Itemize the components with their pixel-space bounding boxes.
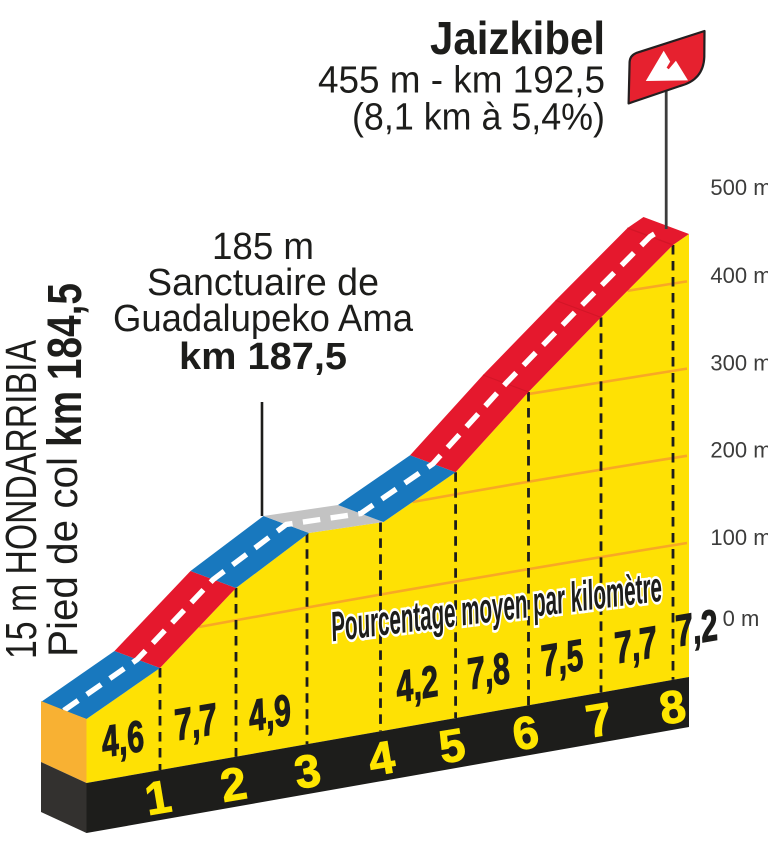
svg-text:15 m HONDARRIBIA: 15 m HONDARRIBIA — [0, 340, 46, 659]
svg-text:Sanctuaire de: Sanctuaire de — [147, 262, 379, 304]
svg-text:185 m: 185 m — [212, 226, 314, 268]
svg-text:7,2: 7,2 — [672, 601, 722, 656]
svg-text:0 m: 0 m — [723, 606, 760, 631]
svg-text:7,8: 7,8 — [464, 644, 514, 699]
svg-text:km 187,5: km 187,5 — [179, 336, 347, 378]
svg-text:500 m: 500 m — [710, 175, 768, 200]
svg-text:Guadalupeko Ama: Guadalupeko Ama — [113, 298, 414, 340]
svg-text:Jaizkibel: Jaizkibel — [430, 12, 605, 64]
svg-text:200 m: 200 m — [710, 438, 768, 463]
svg-text:100 m: 100 m — [710, 525, 768, 550]
svg-text:(8,1 km à 5,4%): (8,1 km à 5,4%) — [352, 97, 605, 139]
svg-text:4,2: 4,2 — [392, 657, 443, 712]
svg-text:455 m - km 192,5: 455 m - km 192,5 — [318, 60, 605, 102]
svg-text:km 184,5: km 184,5 — [39, 283, 92, 447]
svg-text:7,5: 7,5 — [537, 631, 587, 686]
svg-text:400 m: 400 m — [710, 263, 768, 288]
svg-text:7,7: 7,7 — [171, 695, 222, 751]
svg-text:300 m: 300 m — [710, 351, 768, 376]
svg-text:4,6: 4,6 — [97, 712, 148, 767]
svg-text:Pied de col: Pied de col — [39, 457, 86, 657]
svg-text:4,9: 4,9 — [244, 686, 295, 741]
